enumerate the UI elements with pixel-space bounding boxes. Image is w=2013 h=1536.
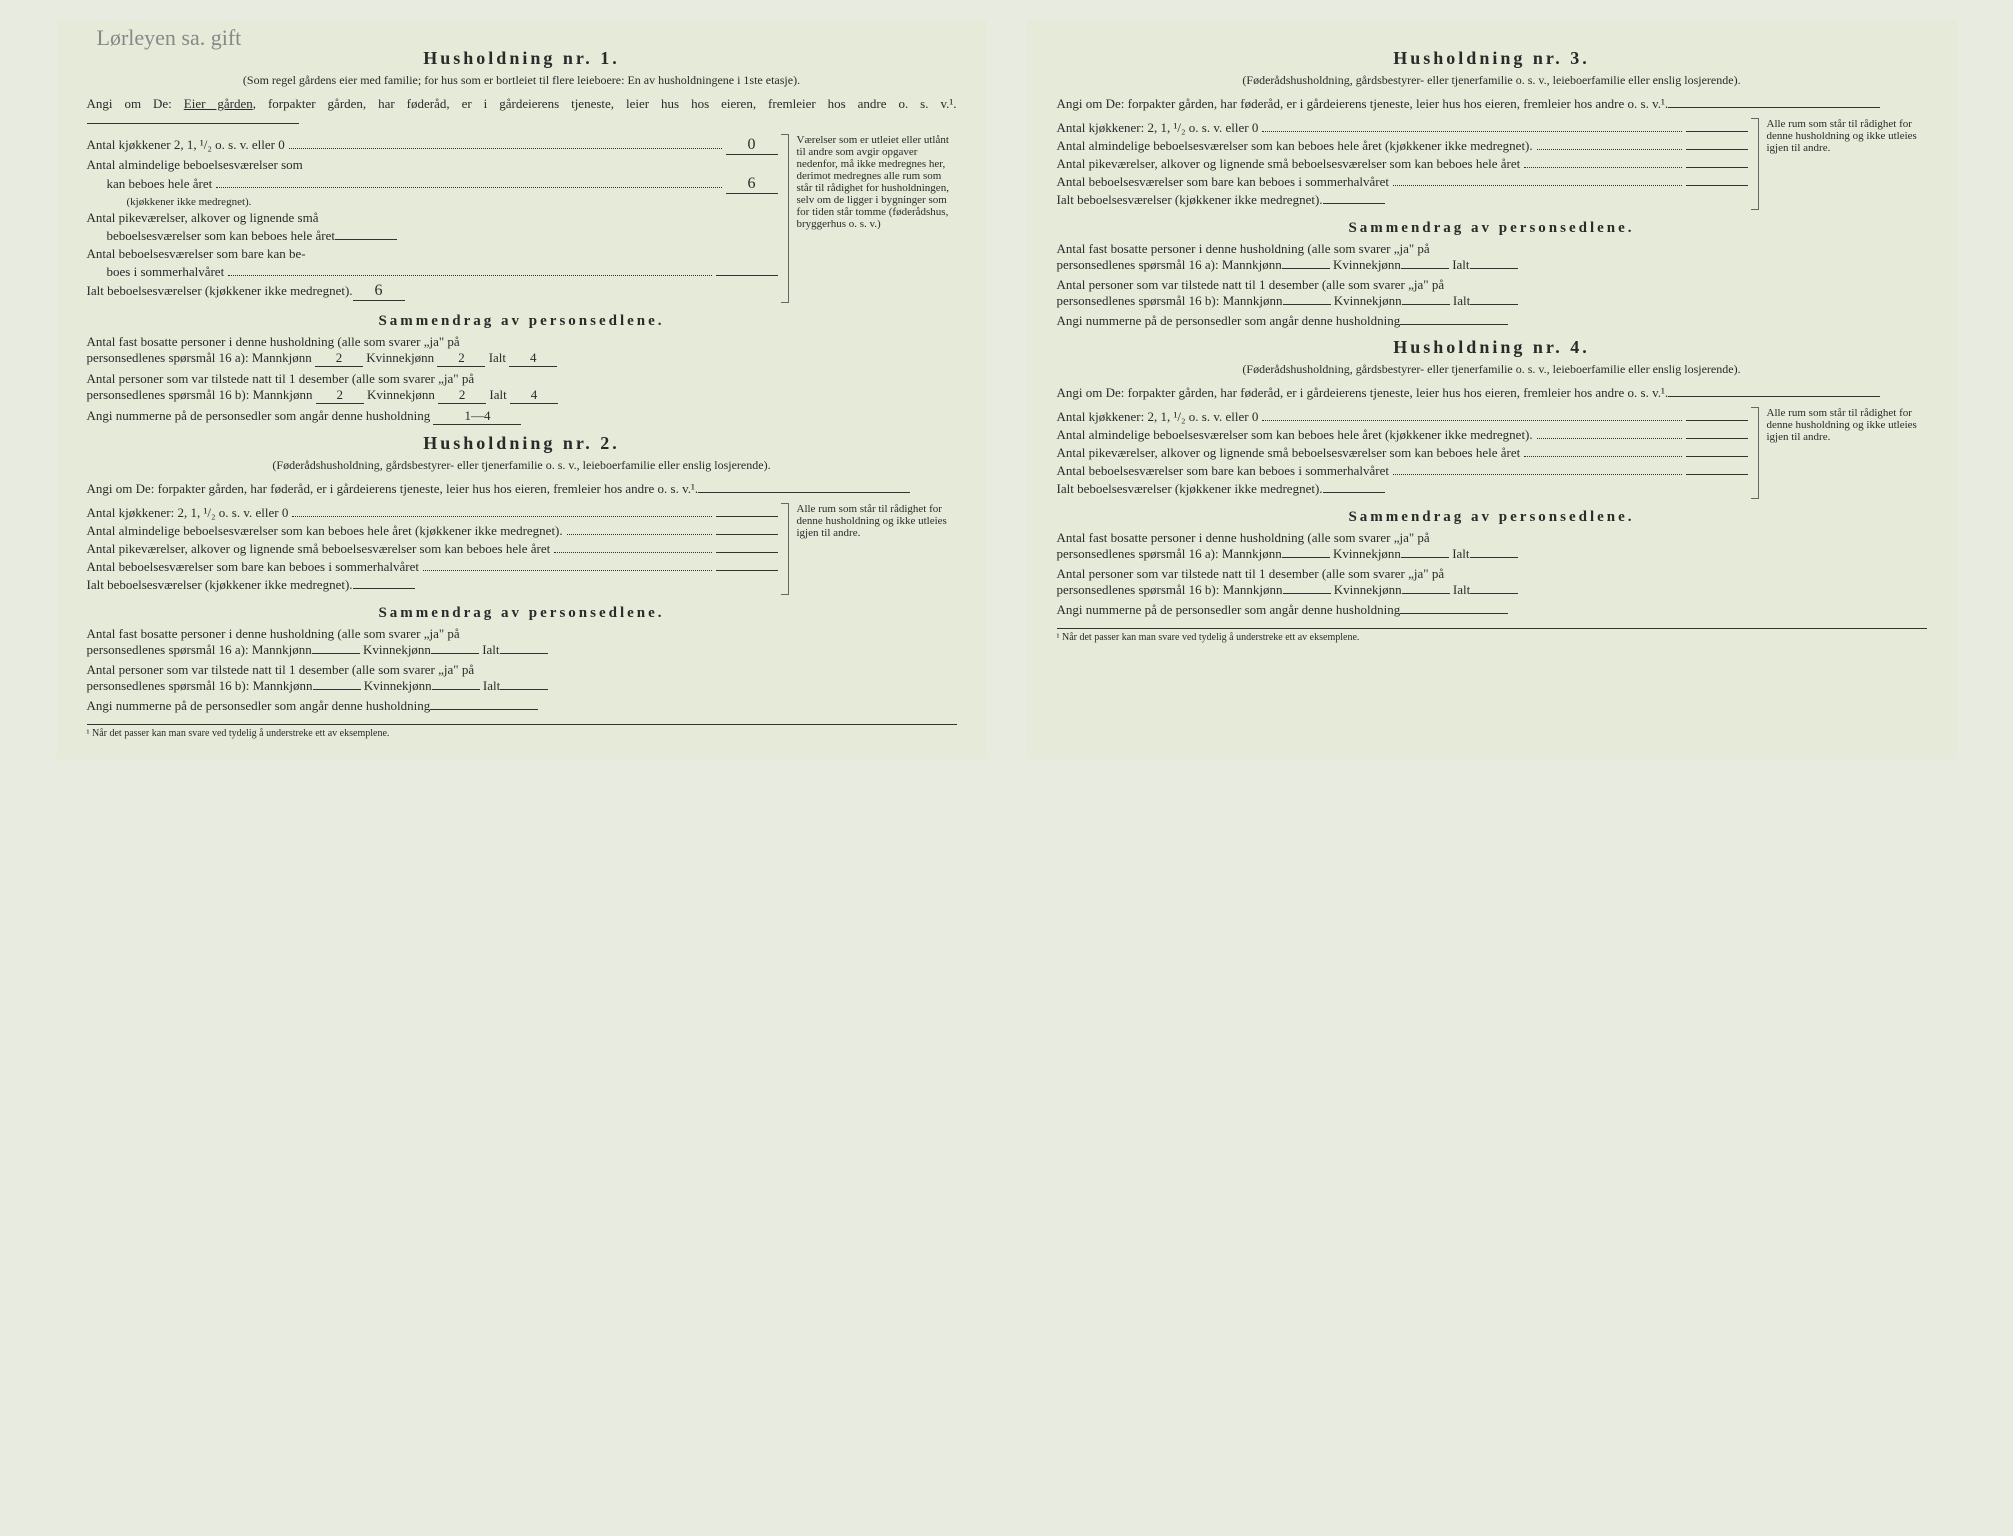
s2-m: 2 xyxy=(316,387,364,404)
summary-4-title: Sammendrag av personsedlene. xyxy=(1057,509,1927,526)
summary-1-line2: Antal personer som var tilstede natt til… xyxy=(87,371,957,404)
q-kitchen: Antal kjøkkener 2, 1, ¹/₂ o. s. v. eller… xyxy=(87,137,285,153)
household-4-title: Husholdning nr. 4. xyxy=(1057,337,1927,358)
s1-k: 2 xyxy=(437,350,485,367)
s2-k: 2 xyxy=(438,387,486,404)
left-page: Lørleyen sa. gift Husholdning nr. 1. (So… xyxy=(57,20,987,759)
household-3-questions: Antal kjøkkener: 2, 1, ¹/₂ o. s. v. elle… xyxy=(1057,118,1748,210)
summary-2-title: Sammendrag av personsedlene. xyxy=(87,605,957,622)
footnote-right: ¹ Når det passer kan man svare ved tydel… xyxy=(1057,628,1927,643)
household-1-questions: Antal kjøkkener 2, 1, ¹/₂ o. s. v. eller… xyxy=(87,134,778,303)
q2-value: 6 xyxy=(726,175,778,194)
summary-1-line3: Angi nummerne på de personsedler som ang… xyxy=(87,408,957,425)
q5-value: 6 xyxy=(353,282,405,301)
household-3-questions-block: Antal kjøkkener: 2, 1, ¹/₂ o. s. v. elle… xyxy=(1057,118,1927,210)
household-4-intro: Angi om De: forpakter gården, har føderå… xyxy=(1057,385,1927,401)
q4-value xyxy=(716,275,778,276)
household-2-intro: Angi om De: forpakter gården, har føderå… xyxy=(87,481,957,497)
household-1: Husholdning nr. 1. (Som regel gårdens ei… xyxy=(87,48,957,425)
household-3-intro: Angi om De: forpakter gården, har føderå… xyxy=(1057,96,1927,112)
household-1-title: Husholdning nr. 1. xyxy=(87,48,957,69)
q2b: kan beboes hele året xyxy=(107,176,213,192)
s3-val: 1—4 xyxy=(433,408,521,425)
census-form-spread: Lørleyen sa. gift Husholdning nr. 1. (So… xyxy=(57,20,1957,759)
summary-3-title: Sammendrag av personsedlene. xyxy=(1057,220,1927,237)
household-4-sidenote: Alle rum som står til rådighet for denne… xyxy=(1758,407,1927,499)
q3-value xyxy=(335,239,397,240)
household-2-questions-block: Antal kjøkkener: 2, 1, ¹/₂ o. s. v. elle… xyxy=(87,503,957,595)
q1-value: 0 xyxy=(726,136,778,155)
household-2-title: Husholdning nr. 2. xyxy=(87,433,957,454)
q2-paren: (kjøkkener ikke medregnet). xyxy=(87,196,778,208)
q4a: Antal beboelsesværelser som bare kan be- xyxy=(87,246,306,262)
s1-i: 4 xyxy=(509,350,557,367)
household-1-subtitle: (Som regel gårdens eier med familie; for… xyxy=(87,73,957,88)
q4b: boes i sommerhalvåret xyxy=(107,264,225,280)
household-4-questions-block: Antal kjøkkener: 2, 1, ¹/₂ o. s. v. elle… xyxy=(1057,407,1927,499)
household-1-questions-block: Antal kjøkkener 2, 1, ¹/₂ o. s. v. eller… xyxy=(87,134,957,303)
household-2-sidenote: Alle rum som står til rådighet for denne… xyxy=(788,503,957,595)
household-4-subtitle: (Føderådshusholdning, gårdsbestyrer- ell… xyxy=(1057,362,1927,377)
household-1-intro: Angi om De: Eier gården, forpakter gårde… xyxy=(87,96,957,128)
household-1-sidenote: Værelser som er utleiet eller utlånt til… xyxy=(788,134,957,303)
household-2-subtitle: (Føderådshusholdning, gårdsbestyrer- ell… xyxy=(87,458,957,473)
q3b: beboelsesværelser som kan beboes hele år… xyxy=(107,228,336,244)
household-3-sidenote: Alle rum som står til rådighet for denne… xyxy=(1758,118,1927,210)
household-4: Husholdning nr. 4. (Føderådshusholdning,… xyxy=(1057,337,1927,643)
household-2: Husholdning nr. 2. (Føderådshusholdning,… xyxy=(87,433,957,739)
household-3: Husholdning nr. 3. (Føderådshusholdning,… xyxy=(1057,48,1927,329)
summary-1-title: Sammendrag av personsedlene. xyxy=(87,313,957,330)
handwritten-note: Lørleyen sa. gift xyxy=(97,25,242,51)
s2-i: 4 xyxy=(510,387,558,404)
s1-m: 2 xyxy=(315,350,363,367)
household-2-questions: Antal kjøkkener: 2, 1, ¹/₂ o. s. v. elle… xyxy=(87,503,778,595)
underlined-option: Eier gården xyxy=(184,96,253,111)
household-3-title: Husholdning nr. 3. xyxy=(1057,48,1927,69)
summary-1-line1: Antal fast bosatte personer i denne hush… xyxy=(87,334,957,367)
household-3-subtitle: (Føderådshusholdning, gårdsbestyrer- ell… xyxy=(1057,73,1927,88)
q5: Ialt beboelsesværelser (kjøkkener ikke m… xyxy=(87,283,353,299)
q3a: Antal pikeværelser, alkover og lignende … xyxy=(87,210,319,226)
q2a: Antal almindelige beboelsesværelser som xyxy=(87,157,303,173)
right-page: Husholdning nr. 3. (Føderådshusholdning,… xyxy=(1027,20,1957,759)
household-4-questions: Antal kjøkkener: 2, 1, ¹/₂ o. s. v. elle… xyxy=(1057,407,1748,499)
footnote-left: ¹ Når det passer kan man svare ved tydel… xyxy=(87,724,957,739)
